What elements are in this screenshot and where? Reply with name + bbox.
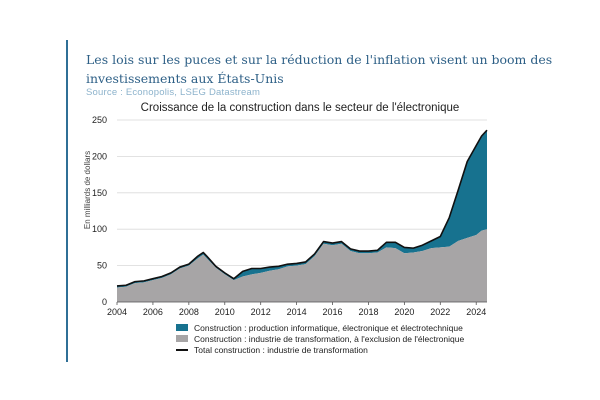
legend-swatch-manufacturing <box>176 335 188 342</box>
y-axis-label: En milliards de dollars <box>83 151 92 229</box>
legend-swatch-electronics <box>176 324 188 331</box>
y-tick-label: 150 <box>92 188 107 198</box>
x-tick-label: 2018 <box>358 307 378 317</box>
legend-label-total: Total construction : industrie de transf… <box>194 344 368 355</box>
source-note: Source : Econopolis, LSEG Datastream <box>86 87 261 98</box>
x-tick-label: 2024 <box>466 307 486 317</box>
y-tick-label: 100 <box>92 224 107 234</box>
headline: Les lois sur les puces et sur la réducti… <box>86 52 553 86</box>
x-tick-label: 2014 <box>287 307 307 317</box>
x-tick-label: 2020 <box>394 307 414 317</box>
y-axis: 0 50 100 150 200 250 <box>92 115 107 307</box>
x-tick-label: 2008 <box>179 307 199 317</box>
x-axis: 2004 2006 2008 2010 2012 2014 2016 2018 2020 2022… <box>107 301 487 317</box>
x-tick-label: 2006 <box>143 307 163 317</box>
legend: Construction : production informatique, … <box>176 322 464 355</box>
legend-item-total: Total construction : industrie de transf… <box>176 344 464 355</box>
area-manufacturing-ex-electronics <box>117 229 487 302</box>
legend-swatch-total <box>176 348 188 351</box>
x-tick-label: 2022 <box>430 307 450 317</box>
y-tick-label: 0 <box>102 297 107 307</box>
x-tick-label: 2010 <box>215 307 235 317</box>
accent-bar <box>66 40 68 362</box>
legend-label-manufacturing: Construction : industrie de transformati… <box>194 333 465 344</box>
y-tick-label: 50 <box>97 261 107 271</box>
legend-label-electronics: Construction : production informatique, … <box>194 322 463 333</box>
line-total-construction <box>116 129 488 287</box>
y-tick-label: 250 <box>92 115 107 125</box>
x-tick-label: 2004 <box>107 307 127 317</box>
legend-item-electronics: Construction : production informatique, … <box>176 322 464 333</box>
x-tick-label: 2012 <box>251 307 271 317</box>
legend-item-manufacturing: Construction : industrie de transformati… <box>176 333 464 344</box>
y-tick-label: 200 <box>92 151 107 161</box>
total-line-layer <box>116 129 488 287</box>
area-layers <box>117 130 487 302</box>
chart-title: Croissance de la construction dans le se… <box>140 102 460 114</box>
x-tick-label: 2016 <box>323 307 343 317</box>
